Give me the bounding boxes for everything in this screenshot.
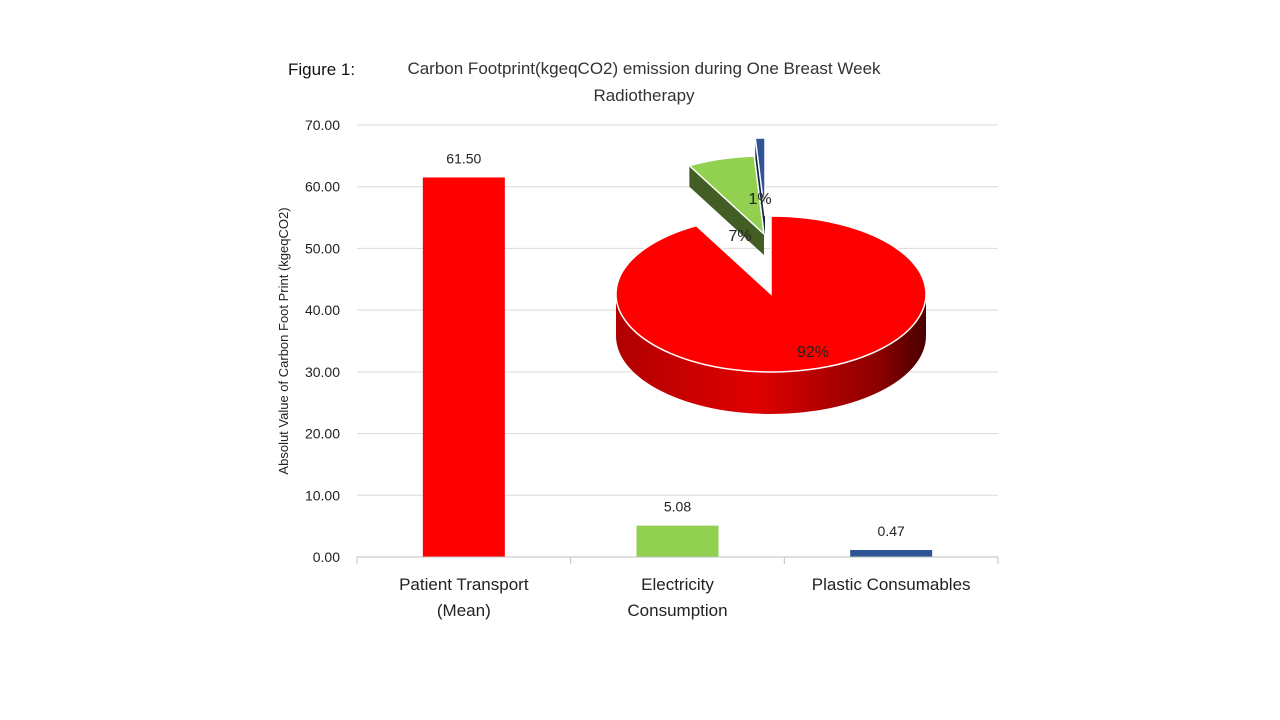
bar: [636, 525, 719, 557]
y-tick-label: 70.00: [305, 117, 340, 133]
pie-slice: [687, 155, 765, 236]
pie-slice-wall: [689, 165, 764, 255]
bar: [850, 550, 933, 557]
x-category-label: Patient Transport: [399, 575, 529, 594]
x-category-label: (Mean): [437, 601, 491, 620]
chart-title-line-1: Carbon Footprint(kgeqCO2) emission durin…: [407, 59, 881, 78]
bar-data-label: 0.47: [878, 523, 905, 539]
figure-label: Figure 1:: [288, 60, 355, 79]
y-tick-label: 0.00: [313, 549, 340, 565]
chart-title-line-2: Radiotherapy: [593, 86, 695, 105]
x-category-label: Consumption: [627, 601, 727, 620]
pie-slice-group: [754, 137, 766, 237]
y-tick-label: 30.00: [305, 364, 340, 380]
pie-slice-side: [616, 294, 926, 414]
pie-slice-group: [687, 155, 765, 255]
pie-slice-group: [615, 215, 927, 414]
y-axis-label: Absolut Value of Carbon Foot Print (kgeq…: [276, 207, 291, 474]
y-tick-label: 50.00: [305, 240, 340, 256]
pie-slice: [615, 215, 927, 373]
pie-slice-label: 1%: [748, 191, 771, 208]
y-tick-label: 20.00: [305, 426, 340, 442]
pie-slice-label: 7%: [728, 228, 751, 245]
y-tick-label: 40.00: [305, 302, 340, 318]
y-tick-label: 10.00: [305, 487, 340, 503]
x-category-label: Plastic Consumables: [812, 575, 971, 594]
bars: 61.50 5.08 0.47: [422, 150, 933, 557]
x-axis: Patient Transport (Mean) Electricity Consum…: [356, 556, 999, 620]
pie-slice: [754, 137, 766, 217]
y-tick-labels: 0.00 10.00 20.00 30.00 40.00 50.00 60.00 70.00: [305, 117, 340, 565]
pie-chart: 92% 7% 1%: [615, 137, 927, 414]
x-category-label: Electricity: [641, 575, 714, 594]
y-tick-label: 60.00: [305, 179, 340, 195]
bar-data-label: 5.08: [664, 499, 691, 515]
bar: [422, 177, 505, 557]
bar-data-label: 61.50: [446, 150, 481, 166]
pie-slice-label: 92%: [797, 344, 829, 361]
